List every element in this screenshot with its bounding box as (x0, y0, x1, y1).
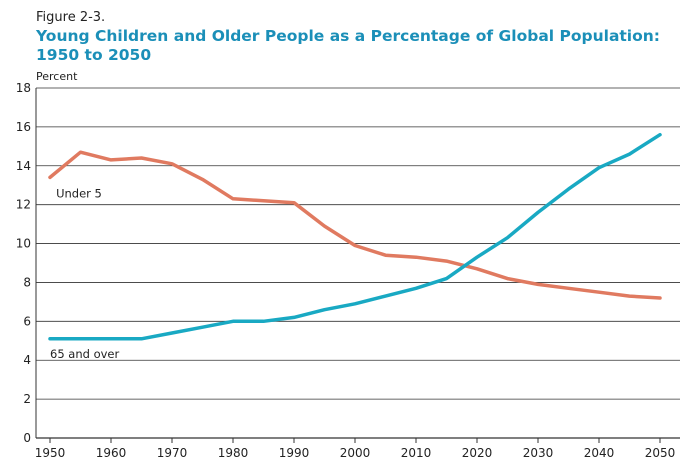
y-tick-label-6: 6 (23, 314, 31, 328)
y-tick-label-4: 4 (23, 353, 31, 367)
y-tick-label-14: 14 (16, 159, 31, 173)
y-axis-label: Percent (36, 70, 78, 83)
x-tick-label-1950: 1950 (35, 446, 66, 460)
y-tick-label-16: 16 (16, 120, 31, 134)
y-tick-label-2: 2 (23, 392, 31, 406)
x-tick-label-2000: 2000 (340, 446, 371, 460)
figure-label: Figure 2-3. (36, 10, 106, 25)
chart-title: Young Children and Older People as a Per… (36, 27, 676, 65)
x-tick-label-1990: 1990 (279, 446, 310, 460)
x-tick-label-2010: 2010 (401, 446, 432, 460)
series-line-65-and-over (48, 132, 662, 341)
x-tick-label-2020: 2020 (462, 446, 493, 460)
x-tick-label-1960: 1960 (96, 446, 127, 460)
y-tick-label-10: 10 (16, 237, 31, 251)
series-labels: Under 5 65 and over (50, 186, 119, 360)
series-label-under-5: Under 5 (56, 186, 102, 200)
x-tick-label-2030: 2030 (523, 446, 554, 460)
series-line-under-5 (48, 150, 662, 300)
y-tick-label-18: 18 (16, 81, 31, 95)
series-lines (48, 132, 662, 341)
x-tick-label-2040: 2040 (584, 446, 615, 460)
axes: 0 2 4 6 8 10 12 14 16 18 1950 1960 1970 1980 1990 2000 2… (16, 81, 676, 460)
chart-title-line-2: 1950 to 2050 (36, 46, 152, 64)
y-tick-label-12: 12 (16, 198, 31, 212)
x-tick-label-1970: 1970 (157, 446, 188, 460)
x-tick-label-2050: 2050 (645, 446, 676, 460)
x-tick-label-1980: 1980 (218, 446, 249, 460)
chart-title-line-1: Young Children and Older People as a Per… (36, 27, 661, 45)
gridlines (36, 87, 680, 439)
y-tick-label-0: 0 (23, 431, 31, 445)
series-label-65-and-over: 65 and over (50, 347, 119, 361)
y-tick-label-8: 8 (23, 275, 31, 289)
